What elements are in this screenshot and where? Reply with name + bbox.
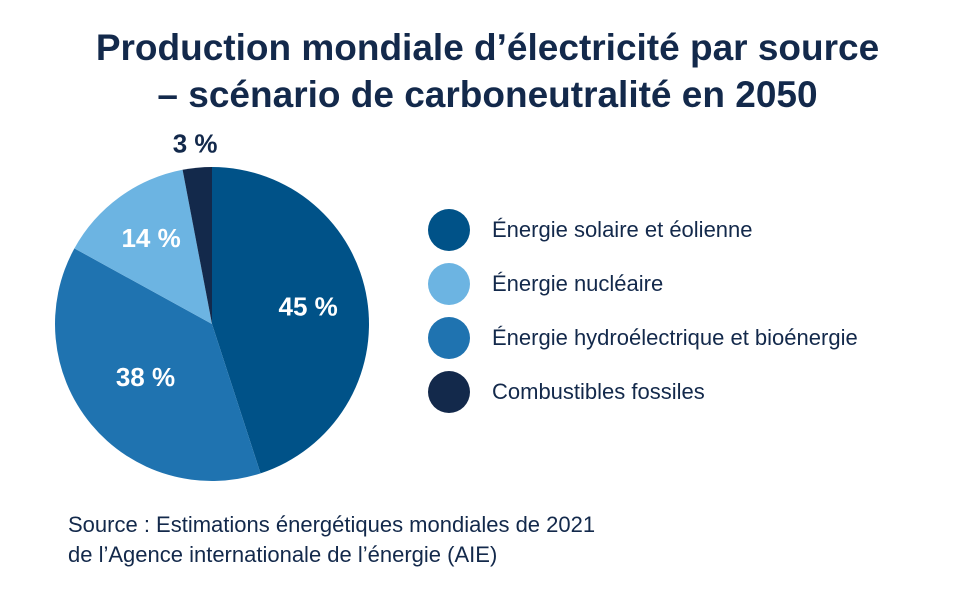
legend-item-hydro-bioenergie: Énergie hydroélectrique et bioénergie (428, 316, 968, 360)
legend: Énergie solaire et éolienne Énergie nucl… (428, 208, 968, 424)
legend-label: Énergie hydroélectrique et bioénergie (492, 325, 858, 350)
pie-chart: 45 % 38 % 14 % 3 % (55, 130, 370, 481)
legend-label: Énergie nucléaire (492, 271, 664, 296)
pie-slice-label: 38 % (116, 362, 175, 392)
pie-slice-label: 14 % (121, 223, 180, 253)
pie-slice (182, 167, 212, 324)
pie-slice (55, 248, 261, 481)
source-note: Source : Estimations énergétiques mondia… (68, 510, 595, 570)
legend-label: Combustibles fossiles (492, 379, 705, 404)
legend-item-nucleaire: Énergie nucléaire (428, 262, 968, 306)
legend-swatch-solaire-eolienne (428, 209, 470, 251)
pie-slice (212, 167, 370, 474)
legend-swatch-combustibles-fossiles (428, 371, 470, 413)
pie-slice (74, 169, 212, 324)
pie-slice-label: 3 % (173, 130, 218, 159)
source-line-2: de l’Agence internationale de l’énergie … (68, 542, 498, 567)
legend-swatch-hydro-bioenergie (428, 317, 470, 359)
chart-title-line-2: – scénario de carboneutralité en 2050 (157, 74, 818, 115)
source-line-1: Source : Estimations énergétiques mondia… (68, 512, 596, 537)
pie-slice-label: 45 % (279, 292, 338, 322)
chart-title: Production mondiale d’électricité par so… (0, 24, 975, 118)
legend-label: Énergie solaire et éolienne (492, 217, 753, 242)
legend-swatch-nucleaire (428, 263, 470, 305)
chart-title-line-1: Production mondiale d’électricité par so… (95, 27, 880, 68)
legend-item-solaire-eolienne: Énergie solaire et éolienne (428, 208, 968, 252)
legend-item-combustibles-fossiles: Combustibles fossiles (428, 370, 968, 414)
